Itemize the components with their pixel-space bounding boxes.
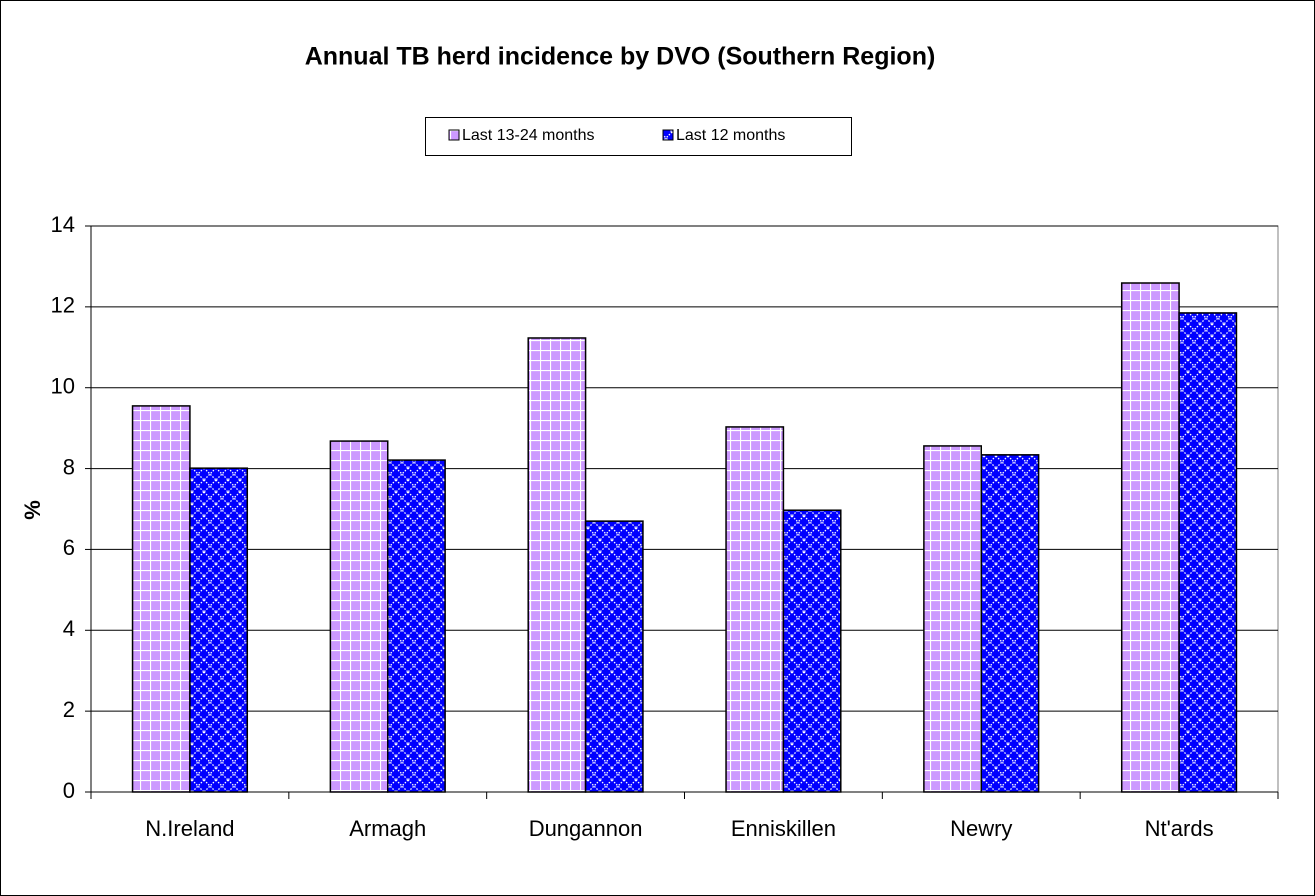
bar [329,440,389,793]
legend-box [425,117,852,156]
legend-label: Last 12 months [676,127,785,144]
bar [923,445,983,793]
x-tick-label: Armagh [349,816,426,841]
y-tick-label: 2 [63,697,75,722]
x-tick-label: Newry [950,816,1012,841]
y-tick-label: 4 [63,616,75,641]
bar [387,459,446,793]
y-tick-label: 6 [63,535,75,560]
legend-swatch [448,129,460,141]
y-tick-label: 8 [63,454,75,479]
bar [980,454,1040,793]
y-axis-label: % [20,500,45,520]
bar [782,509,842,793]
x-tick-label: Dungannon [529,816,643,841]
bar [189,467,249,793]
plot-area [90,225,1279,793]
legend-label: Last 13-24 months [462,127,595,144]
bar [1120,282,1180,793]
y-tick-label: 14 [51,212,75,237]
legend-swatch [662,129,674,141]
x-tick-label: Enniskillen [731,816,836,841]
y-tick-label: 12 [51,293,75,318]
x-tick-label: Nt'ards [1145,816,1214,841]
chart-title: Annual TB herd incidence by DVO (Souther… [305,43,936,71]
bar [725,426,785,793]
bar [131,405,191,793]
bar [1178,312,1238,793]
bar [527,337,587,793]
x-tick-label: N.Ireland [145,816,234,841]
y-tick-label: 10 [51,374,75,399]
bar [584,520,644,793]
y-tick-label: 0 [63,778,75,803]
